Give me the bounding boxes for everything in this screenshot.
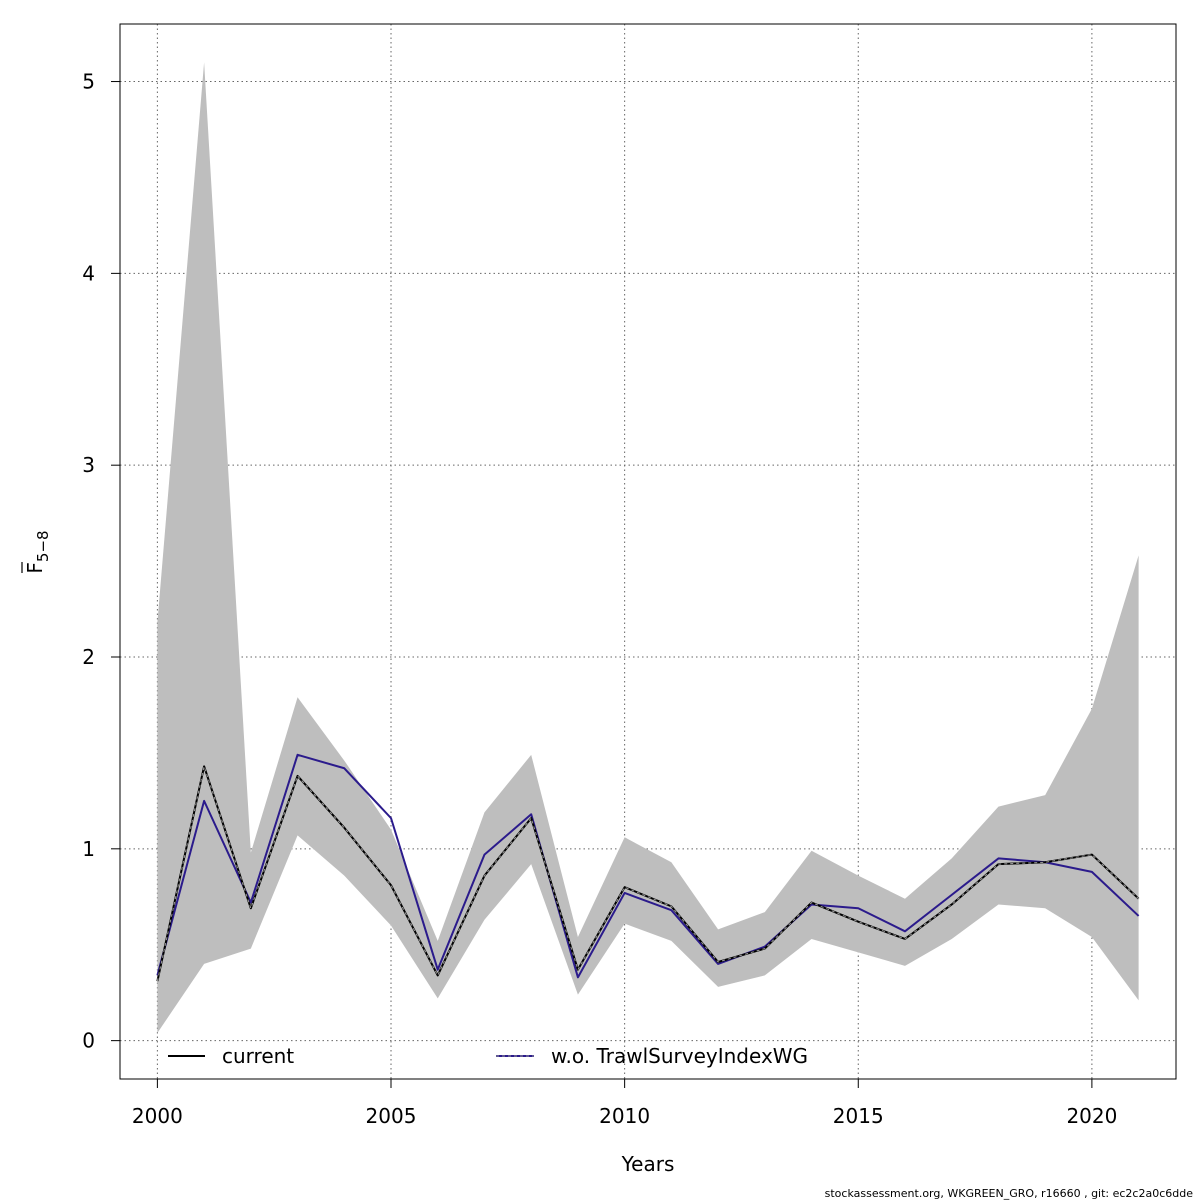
x-axis-title: Years xyxy=(621,1152,675,1176)
series-line-wo-trawl-survey xyxy=(156,753,1140,979)
y-axis-title: F5−8 xyxy=(21,530,52,574)
footer-credit: stockassessment.org, WKGREEN_GRO, r16660… xyxy=(825,1187,1194,1200)
series-line-current xyxy=(156,765,1140,982)
y-tick-label: 2 xyxy=(82,645,95,669)
x-tick-label: 2015 xyxy=(833,1104,884,1128)
legend-label-current: current xyxy=(222,1044,294,1068)
y-tick-label: 4 xyxy=(82,261,95,285)
y-axis-title-main: F xyxy=(23,562,47,574)
confidence-band xyxy=(157,62,1139,1033)
x-tick-label: 2020 xyxy=(1066,1104,1117,1128)
series-group xyxy=(156,753,1140,982)
x-axis: 2000 2005 2010 2015 2020 xyxy=(132,1078,1117,1128)
y-axis-title-text: F5−8 xyxy=(23,530,52,573)
legend-label-wo-trawl-survey: w.o. TrawlSurveyIndexWG xyxy=(551,1044,808,1068)
y-axis: 0 1 2 3 4 5 xyxy=(82,70,121,1053)
confidence-band-group xyxy=(157,62,1139,1033)
x-tick-label: 2005 xyxy=(366,1104,417,1128)
y-tick-label: 1 xyxy=(82,837,95,861)
grid xyxy=(120,24,1176,1079)
x-tick-label: 2000 xyxy=(132,1104,183,1128)
y-axis-title-subscript: 5−8 xyxy=(34,530,52,562)
y-tick-label: 0 xyxy=(82,1029,95,1053)
legend: current w.o. TrawlSurveyIndexWG xyxy=(168,1044,808,1068)
x-tick-label: 2010 xyxy=(599,1104,650,1128)
y-tick-label: 3 xyxy=(82,453,95,477)
y-tick-label: 5 xyxy=(82,70,95,94)
